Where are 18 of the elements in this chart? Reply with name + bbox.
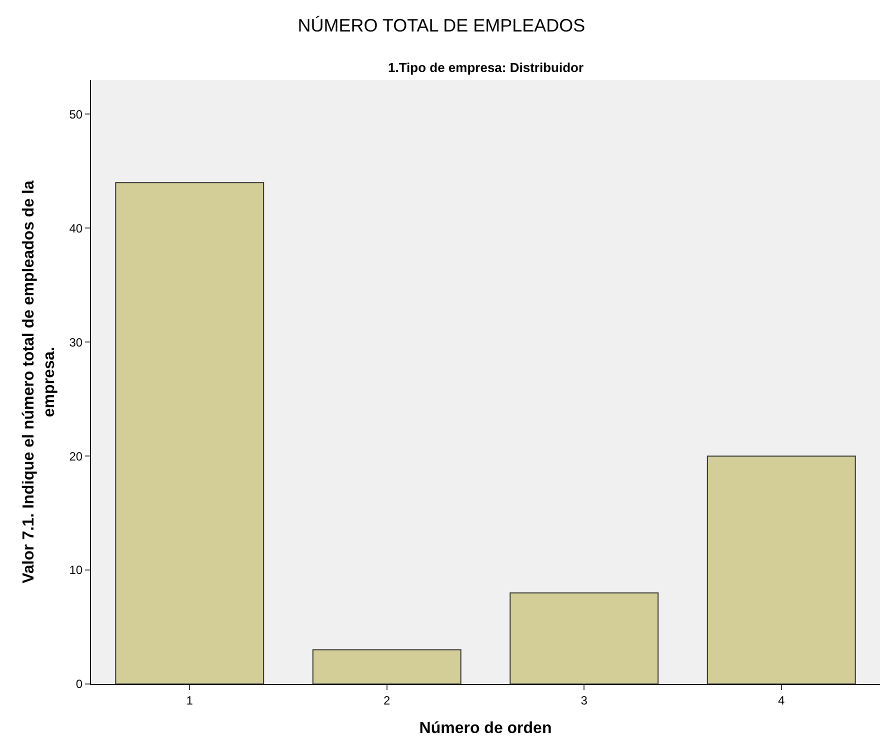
x-axis-title: Número de orden	[419, 720, 552, 738]
bar	[115, 182, 264, 684]
bar	[312, 649, 462, 684]
x-tick-label: 1	[186, 693, 194, 708]
y-tick-label: 10	[69, 563, 83, 578]
bar	[510, 592, 659, 684]
x-tick-label: 2	[384, 693, 391, 708]
y-tick-label: 50	[69, 107, 83, 122]
x-tick-label: 3	[580, 693, 588, 708]
y-tick-label: 0	[76, 677, 83, 692]
y-tick-label: 30	[69, 335, 83, 350]
y-tick-label: 20	[69, 449, 83, 464]
y-axis-title: Valor 7.1. Indique el número total de empleados de la empresa.	[20, 180, 58, 584]
x-tick-label: 4	[778, 693, 786, 708]
chart-title: NÚMERO TOTAL DE EMPLEADOS	[298, 15, 586, 36]
chart-subtitle: 1.Tipo de empresa: Distribuidor	[388, 60, 584, 75]
bar	[706, 456, 856, 684]
y-tick-label: 40	[69, 221, 83, 236]
